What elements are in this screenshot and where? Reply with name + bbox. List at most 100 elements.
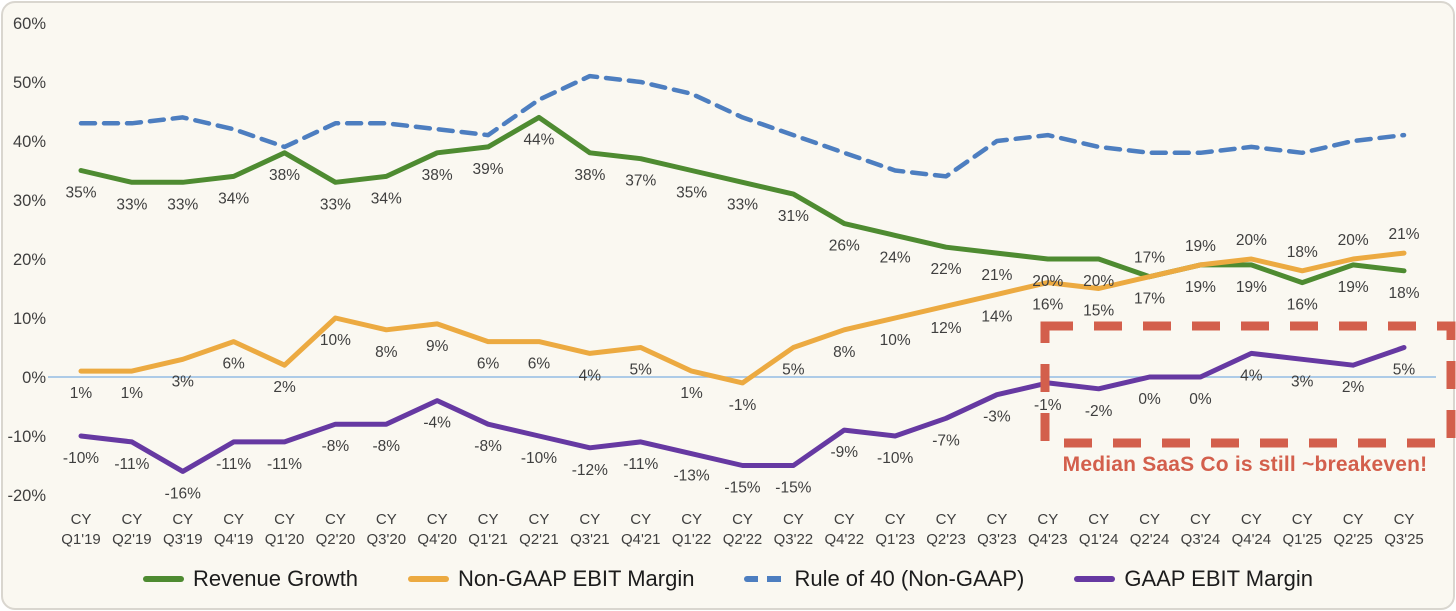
x-axis-label: CY Q3'24: [1181, 511, 1221, 548]
data-label: 33%: [167, 196, 198, 213]
data-label: 2%: [273, 379, 296, 396]
data-label: 8%: [833, 344, 856, 361]
data-label: 21%: [1388, 226, 1419, 243]
data-label: 1%: [70, 385, 93, 402]
x-axis-label: CY Q1'22: [672, 511, 712, 548]
data-label: 18%: [1287, 244, 1318, 261]
data-label: -4%: [423, 415, 451, 432]
data-label: 35%: [676, 185, 707, 202]
data-label: 5%: [630, 362, 653, 379]
x-axis-label: CY Q3'20: [367, 511, 407, 548]
data-label: 6%: [477, 356, 500, 373]
y-axis-tick: 60%: [13, 15, 46, 33]
legend-label: GAAP EBIT Margin: [1124, 566, 1314, 591]
orange-line-swatch-icon: [408, 576, 450, 582]
x-axis-label: CY Q2'20: [316, 511, 356, 548]
data-label: 16%: [1032, 297, 1063, 314]
data-label: 38%: [574, 167, 605, 184]
x-axis-label: CY Q2'19: [112, 511, 152, 548]
x-axis-label: CY Q2'21: [519, 511, 559, 548]
data-label: -2%: [1085, 403, 1113, 420]
data-label: 6%: [222, 356, 245, 373]
data-label: 26%: [829, 238, 860, 255]
data-label: 17%: [1134, 291, 1165, 308]
data-label: 20%: [1083, 273, 1114, 290]
data-label: 1%: [121, 385, 144, 402]
series-line-gaap-ebit-margin: [78, 345, 1407, 474]
data-label: 24%: [880, 249, 911, 266]
data-label: 4%: [579, 367, 602, 384]
data-label: -10%: [877, 450, 913, 467]
data-label: 2%: [1342, 379, 1365, 396]
data-label: -3%: [983, 409, 1011, 426]
legend-item-revenue-growth: Revenue Growth: [142, 566, 358, 592]
data-label: -13%: [674, 468, 710, 485]
x-axis-label: CY Q1'21: [468, 511, 508, 548]
data-label: 18%: [1388, 285, 1419, 302]
green-line-swatch-icon: [142, 576, 184, 582]
data-label: 12%: [931, 320, 962, 337]
x-axis-label: CY Q3'21: [570, 511, 610, 548]
data-label: 20%: [1236, 232, 1267, 249]
data-label: 33%: [727, 196, 758, 213]
purple-line-swatch-icon: [1074, 576, 1116, 582]
legend-label: Rule of 40 (Non-GAAP): [794, 566, 1025, 591]
data-label: 34%: [371, 190, 402, 207]
x-axis-label: CY Q3'23: [977, 511, 1017, 548]
data-label: 4%: [1240, 367, 1263, 384]
data-label: 5%: [1393, 362, 1416, 379]
data-label: -1%: [729, 397, 757, 414]
data-label: 10%: [880, 332, 911, 349]
data-label: 1%: [680, 385, 703, 402]
blue-dashed-line-swatch-icon: [744, 576, 786, 582]
legend: Revenue Growth Non-GAAP EBIT Margin Rule…: [0, 560, 1456, 598]
data-label: 39%: [473, 161, 504, 178]
data-label: -8%: [474, 438, 502, 455]
x-axis-label: CY Q3'22: [774, 511, 814, 548]
data-label: -8%: [373, 438, 401, 455]
data-label: -9%: [830, 444, 858, 461]
data-label: 6%: [528, 356, 551, 373]
data-label: 0%: [1189, 391, 1212, 408]
x-axis-label: CY Q1'24: [1079, 511, 1119, 548]
data-label: 3%: [1291, 373, 1314, 390]
data-label: 0%: [1138, 391, 1161, 408]
y-axis-tick: 50%: [13, 74, 46, 92]
legend-item-rule-of-40: Rule of 40 (Non-GAAP): [744, 566, 1024, 592]
x-axis-label: CY Q1'23: [875, 511, 915, 548]
data-label: 34%: [218, 190, 249, 207]
x-axis-label: CY Q4'23: [1028, 511, 1068, 548]
data-label: 37%: [625, 173, 656, 190]
y-axis-tick: -10%: [7, 428, 46, 446]
data-label: 19%: [1236, 279, 1267, 296]
annotation-box: [1040, 321, 1456, 448]
data-label: 15%: [1083, 303, 1114, 320]
data-label: 20%: [1338, 232, 1369, 249]
data-label: -10%: [63, 450, 99, 467]
y-axis-tick: 40%: [13, 133, 46, 151]
y-axis-tick: 0%: [22, 369, 46, 387]
data-label: 17%: [1134, 250, 1165, 267]
data-label: 5%: [782, 362, 805, 379]
series-line-non-gaap-ebit-margin: [78, 250, 1407, 386]
data-label: 19%: [1338, 279, 1369, 296]
y-axis-tick: 10%: [13, 310, 46, 328]
data-label: 10%: [320, 332, 351, 349]
data-label: 19%: [1185, 279, 1216, 296]
data-label: 19%: [1185, 238, 1216, 255]
x-axis-label: CY Q2'25: [1333, 511, 1373, 548]
data-label: 20%: [1032, 273, 1063, 290]
x-axis-label: CY Q4'21: [621, 511, 661, 548]
y-axis-tick: -20%: [7, 487, 46, 505]
data-label: 9%: [426, 338, 449, 355]
x-axis-label: CY Q4'19: [214, 511, 254, 548]
data-label: -16%: [165, 485, 201, 502]
x-axis-label: CY Q2'23: [926, 511, 966, 548]
x-axis-label: CY Q2'22: [723, 511, 763, 548]
x-axis-label: CY Q3'19: [163, 511, 203, 548]
y-axis-tick: 20%: [13, 251, 46, 269]
data-label: -7%: [932, 432, 960, 449]
x-axis-label: CY Q3'25: [1384, 511, 1424, 548]
